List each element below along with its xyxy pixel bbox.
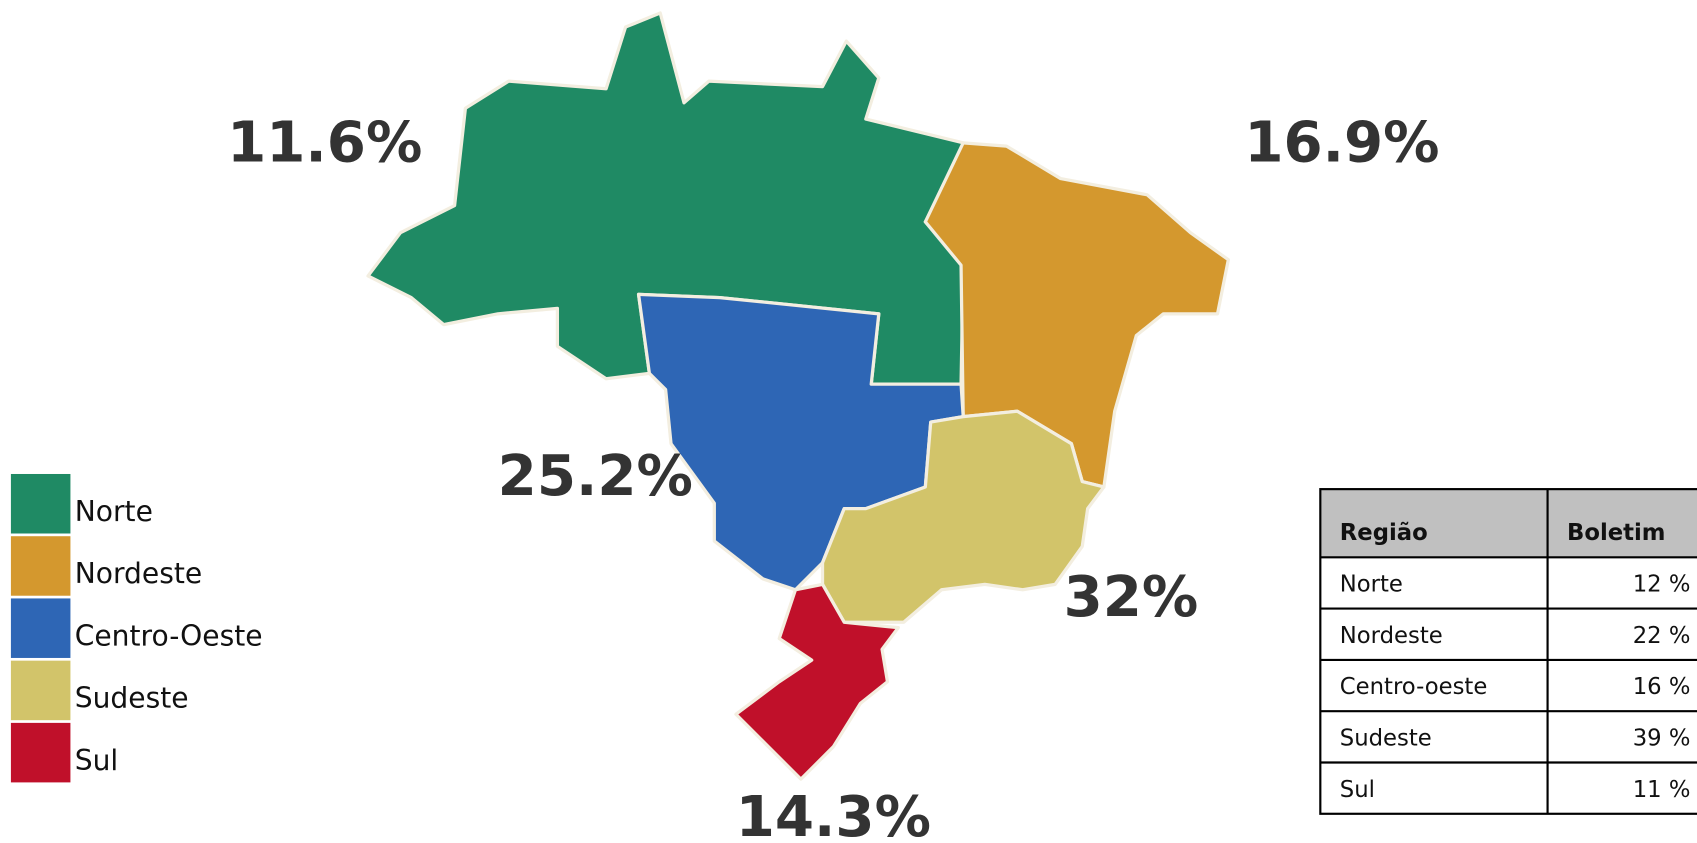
legend-swatch <box>10 536 71 596</box>
share-label: 11.6% <box>227 111 422 176</box>
legend-label: Centro-Oeste <box>75 619 263 652</box>
table-cell: 16 % <box>1633 674 1691 700</box>
table-cell: Sudeste <box>1340 726 1432 752</box>
table: Região Boletim Norte 12 % Nordeste 22 % Centro… <box>1319 488 1697 815</box>
table-header: Região <box>1340 520 1428 546</box>
legend-label: Nordeste <box>75 557 202 590</box>
legend-swatch <box>10 473 71 534</box>
share-label: 32% <box>1064 565 1199 630</box>
table-header: Boletim <box>1567 520 1665 546</box>
table-cell: Norte <box>1340 572 1403 598</box>
share-labels: 11.6% 16.9% 25.2% 32% 14.3% <box>227 111 1439 843</box>
legend-label: Norte <box>75 495 153 528</box>
table-cell: 11 % <box>1633 777 1691 803</box>
legend: Norte Nordeste Centro-Oeste Sudeste Sul <box>10 473 263 783</box>
table-border <box>1319 488 1697 815</box>
table-cell: Sul <box>1340 777 1375 803</box>
table-cell: 39 % <box>1633 726 1691 752</box>
legend-swatch <box>10 722 71 783</box>
legend-swatch <box>10 660 71 721</box>
legend-label: Sul <box>75 744 119 777</box>
table-cell: Centro-oeste <box>1340 674 1488 700</box>
table-header-bg <box>1320 489 1697 558</box>
table-cell: 12 % <box>1633 572 1691 598</box>
map <box>366 11 1230 781</box>
share-label: 14.3% <box>736 785 931 843</box>
region-shape <box>734 582 900 781</box>
table-cell: Nordeste <box>1340 623 1443 649</box>
share-label: 25.2% <box>498 444 693 509</box>
share-label: 16.9% <box>1244 111 1439 176</box>
legend-label: Sudeste <box>75 682 189 715</box>
region-shape <box>820 409 1106 624</box>
legend-swatch <box>10 598 71 658</box>
table-cell: 22 % <box>1633 623 1691 649</box>
